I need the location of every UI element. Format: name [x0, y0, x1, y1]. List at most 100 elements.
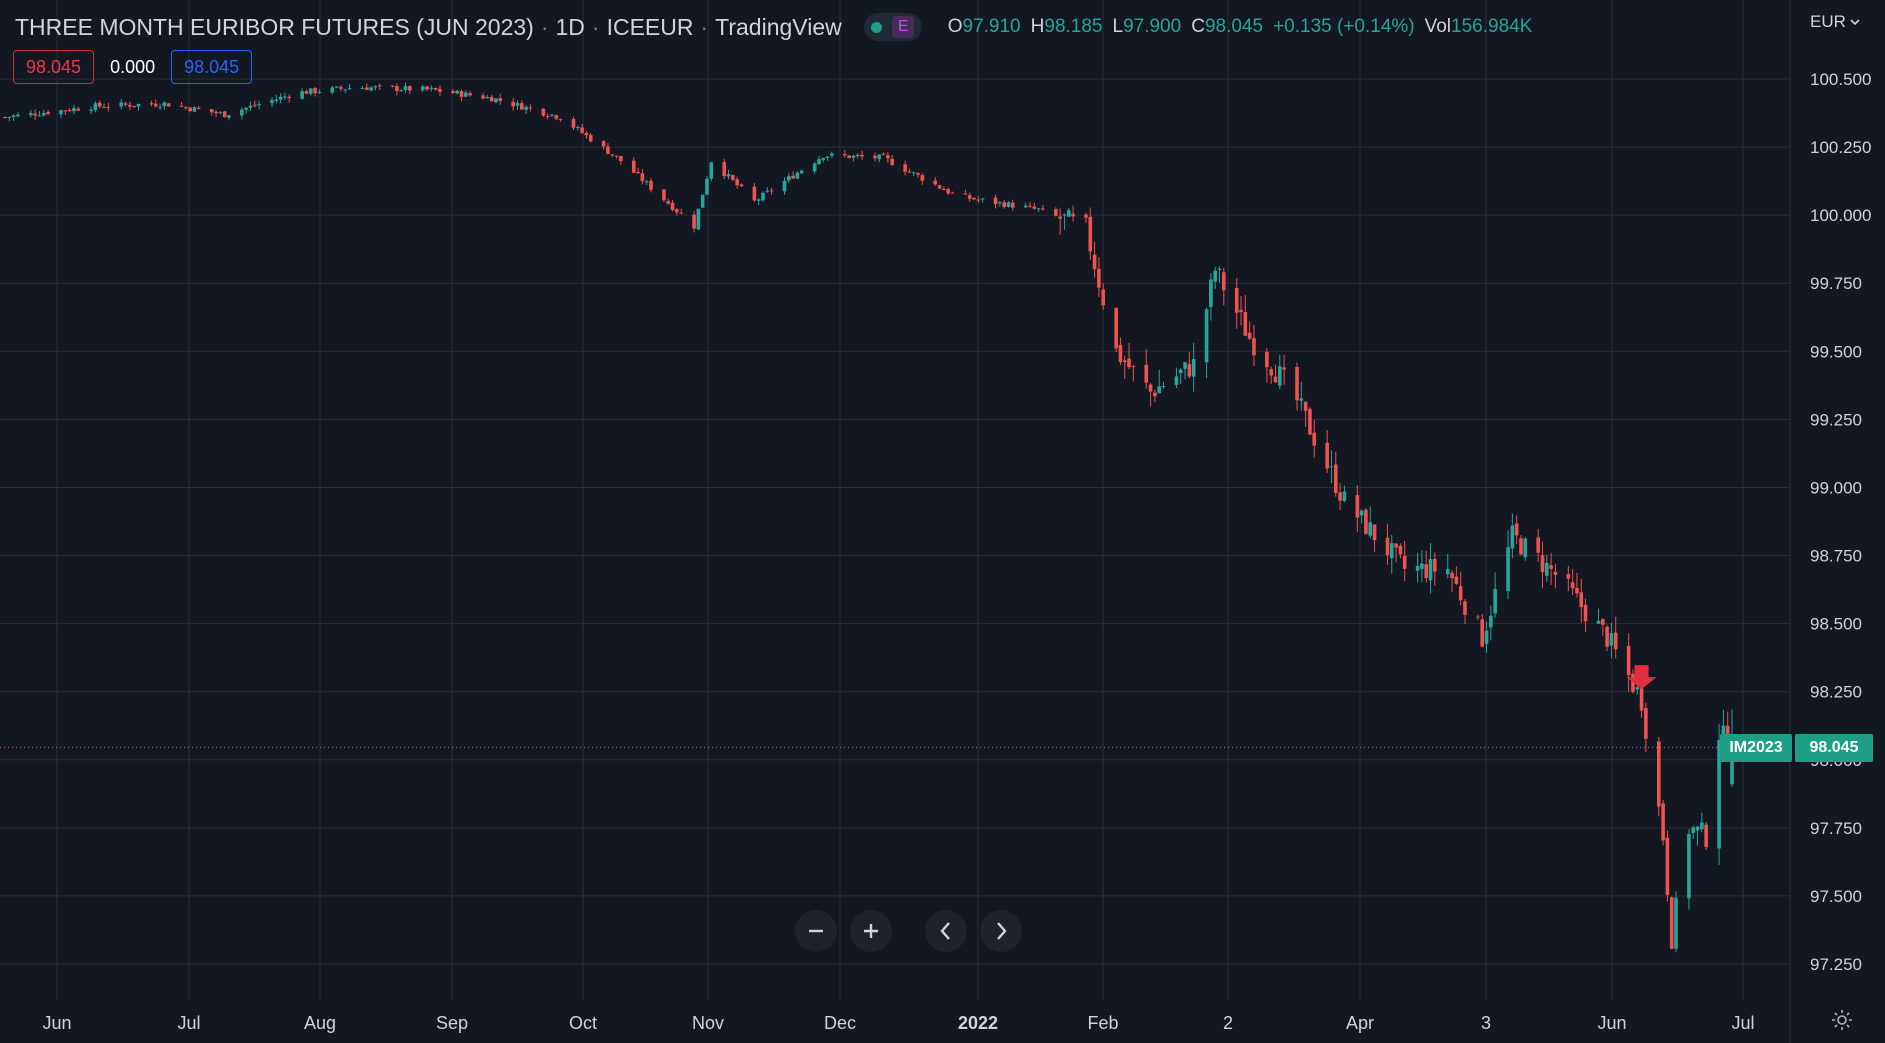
candle	[696, 208, 701, 231]
y-tick-label: 99.500	[1810, 342, 1862, 361]
candle	[11, 114, 16, 121]
candle	[1428, 543, 1433, 594]
candle	[942, 186, 946, 191]
candle	[675, 208, 679, 216]
candle	[317, 89, 322, 95]
candles	[3, 82, 1734, 953]
candle	[825, 156, 830, 161]
candle	[1484, 621, 1489, 653]
candle	[1273, 364, 1278, 383]
sell-marker	[1626, 665, 1657, 690]
scroll-left-button[interactable]	[925, 910, 967, 952]
candle	[1329, 450, 1334, 484]
candle	[601, 140, 606, 150]
candle	[1510, 513, 1515, 559]
candle	[1161, 381, 1166, 389]
candle	[347, 84, 352, 90]
candle	[1368, 506, 1373, 539]
candle	[1153, 389, 1157, 402]
time-axis[interactable]: Jun Jul Aug Sep Oct Nov Dec 2022 Feb 2 Apr 3 Jun Jul	[42, 1013, 1754, 1033]
candle	[1247, 321, 1252, 340]
candle	[817, 156, 821, 165]
y-tick-label: 97.500	[1810, 887, 1862, 906]
candle	[1644, 702, 1648, 752]
candle	[29, 110, 33, 118]
candle	[252, 100, 257, 108]
candle	[830, 151, 834, 158]
candle	[511, 98, 515, 111]
zoom-in-button[interactable]	[850, 910, 892, 952]
market-status-pill[interactable]: E	[863, 13, 922, 41]
candle	[287, 94, 292, 103]
candle	[308, 88, 313, 96]
candle	[188, 106, 192, 113]
candle	[123, 101, 128, 107]
candle	[860, 150, 864, 160]
scroll-right-button[interactable]	[980, 910, 1022, 952]
candle	[1114, 307, 1118, 353]
input-value-middle[interactable]: 0.000	[110, 56, 156, 77]
candle	[1312, 419, 1317, 458]
currency-selector[interactable]: EUR	[1810, 12, 1860, 32]
x-tick-label: Apr	[1346, 1013, 1374, 1033]
candle	[821, 157, 826, 163]
candle	[1514, 515, 1519, 545]
candle	[920, 173, 925, 185]
candle	[1239, 296, 1243, 326]
candle	[524, 105, 528, 115]
candle	[761, 191, 765, 202]
candle	[1566, 565, 1571, 592]
candle	[1058, 208, 1062, 235]
candle	[93, 101, 98, 113]
candle	[1656, 737, 1661, 817]
candle	[97, 100, 102, 109]
y-tick-label: 100.000	[1810, 206, 1871, 225]
candle	[1222, 267, 1226, 306]
price-axis[interactable]: 100.500 100.250 100.000 99.750 99.500 99.250 9…	[1789, 0, 1871, 1043]
candle	[967, 192, 972, 202]
close-label: C	[1191, 16, 1205, 37]
candle	[334, 86, 339, 88]
source-label: TradingView	[715, 13, 842, 40]
candle	[1131, 364, 1136, 382]
candle	[1613, 616, 1618, 659]
symbol-title[interactable]: THREE MONTH EURIBOR FUTURES (JUN 2023)	[15, 13, 534, 40]
candle	[364, 83, 369, 91]
candle	[619, 155, 623, 165]
candle	[1359, 509, 1364, 524]
y-tick-label: 97.750	[1810, 819, 1862, 838]
candle	[481, 92, 485, 100]
candle	[136, 103, 141, 111]
candle	[843, 149, 847, 158]
high-label: H	[1030, 16, 1045, 37]
candle	[1191, 342, 1196, 392]
candle	[907, 168, 912, 173]
candle	[1342, 485, 1347, 503]
candle	[1454, 566, 1459, 586]
input-value-right[interactable]: 98.045	[171, 50, 253, 84]
candle	[1389, 534, 1394, 574]
candle	[451, 89, 455, 94]
candle	[1575, 572, 1579, 598]
x-tick-label: 2	[1223, 1013, 1233, 1033]
candle	[1299, 381, 1304, 411]
candle	[498, 93, 503, 105]
close-value: 98.045	[1204, 16, 1264, 37]
candle	[278, 93, 283, 104]
candle	[1385, 523, 1390, 565]
input-value-left[interactable]: 98.045	[13, 50, 95, 84]
change-value: +0.135 (+0.14%)	[1273, 16, 1415, 37]
candle	[571, 116, 576, 131]
interval-label[interactable]: 1D	[555, 13, 585, 40]
candle	[162, 101, 167, 110]
settings-button[interactable]	[1830, 1008, 1854, 1032]
zoom-out-button[interactable]	[795, 910, 837, 952]
candle	[705, 176, 709, 196]
candle	[438, 85, 442, 97]
open-value: 97.910	[962, 16, 1021, 37]
candle	[1420, 550, 1424, 583]
candle	[227, 115, 231, 121]
candle	[158, 103, 162, 111]
candle	[1355, 485, 1360, 532]
